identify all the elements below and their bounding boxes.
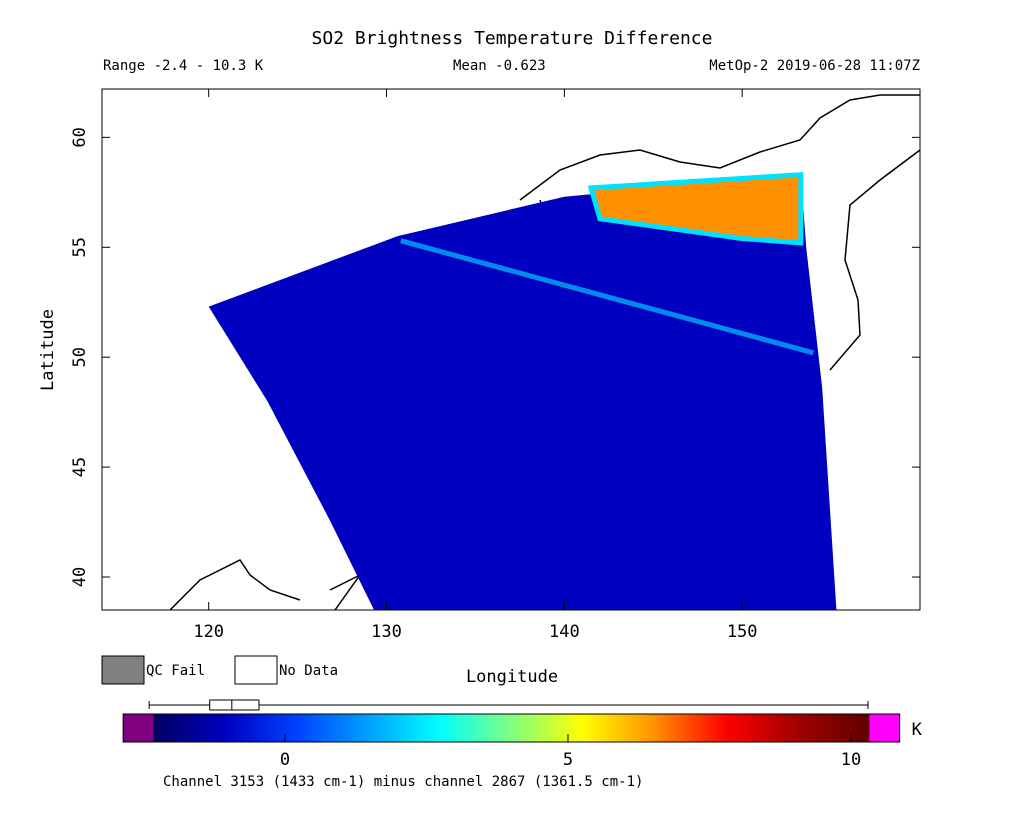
y-tick-label: 45 <box>70 457 90 477</box>
legend-label: No Data <box>279 663 338 679</box>
x-tick-label: 140 <box>549 622 580 642</box>
box <box>209 699 260 711</box>
colorbar-tick-label: 0 <box>280 750 290 770</box>
title: SO2 Brightness Temperature Difference <box>312 28 713 49</box>
coastline <box>829 149 920 371</box>
swath <box>208 174 837 610</box>
y-tick-label: 50 <box>70 347 90 367</box>
colorbar-tick-label: 5 <box>563 750 573 770</box>
legend-swatch <box>101 655 145 685</box>
y-tick-label: 55 <box>70 237 90 257</box>
band <box>400 238 814 356</box>
colorbar-under <box>123 714 154 742</box>
y-tick-label: 40 <box>70 567 90 587</box>
plume <box>587 172 804 246</box>
satellite-text: MetOp-2 2019-06-28 11:07Z <box>709 58 920 74</box>
range-text: Range -2.4 - 10.3 K <box>103 58 264 74</box>
x-tick-label: 120 <box>193 622 224 642</box>
colorbar-over <box>869 714 900 742</box>
legend-label: QC Fail <box>146 663 205 679</box>
mean-text: Mean -0.623 <box>453 58 546 74</box>
colorbar-tick-label: 10 <box>841 750 861 770</box>
legend-swatch <box>234 655 278 685</box>
x-axis-label: Longitude <box>466 667 558 687</box>
colorbar-unit: K <box>912 720 923 740</box>
x-tick-label: 150 <box>727 622 758 642</box>
x-tick-label: 130 <box>371 622 402 642</box>
colorbar <box>153 714 870 742</box>
coastline <box>169 559 361 610</box>
colorbar-frame <box>122 713 901 743</box>
y-tick-label: 60 <box>70 127 90 147</box>
coastline <box>519 94 920 201</box>
y-axis-label: Latitude <box>38 309 58 391</box>
footnote: Channel 3153 (1433 cm-1) minus channel 2… <box>163 774 643 790</box>
